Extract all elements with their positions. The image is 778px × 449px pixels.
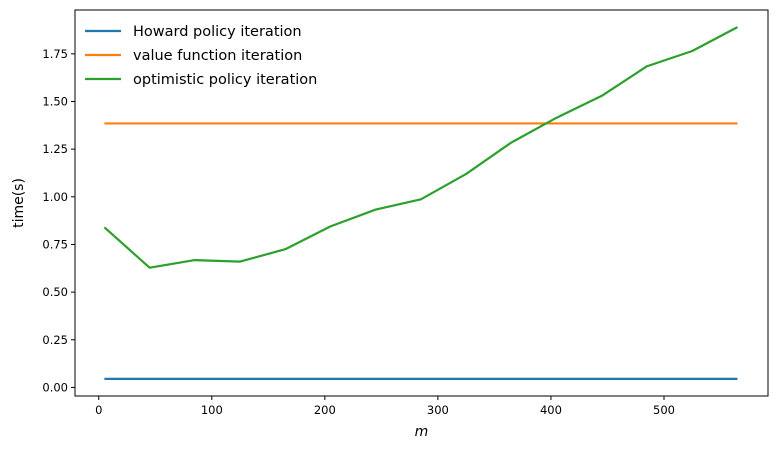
- x-axis-ticks: 0 100 200 300 400 500: [95, 396, 675, 417]
- y-axis-label: time(s): [11, 178, 27, 228]
- plot-frame: [74, 9, 769, 397]
- x-tick-label: 200: [314, 403, 336, 417]
- x-tick-label: 100: [201, 403, 223, 417]
- y-tick-label: 0.75: [42, 237, 68, 251]
- x-tick-label: 300: [427, 403, 449, 417]
- y-tick-label: 0.25: [42, 333, 68, 347]
- legend-label-1: value function iteration: [133, 48, 302, 64]
- y-tick-label: 0.50: [42, 285, 68, 299]
- x-tick-label: 0: [95, 403, 102, 417]
- x-tick-label: 500: [653, 403, 675, 417]
- y-tick-label: 1.00: [42, 190, 68, 204]
- series-line-2: [103, 26, 738, 269]
- legend-label-2: optimistic policy iteration: [133, 72, 317, 88]
- y-axis-ticks: 0.00 0.25 0.50 0.75 1.00 1.25 1.50 1.75: [42, 47, 75, 394]
- y-tick-label: 1.50: [42, 94, 68, 108]
- legend: Howard policy iteration value function it…: [85, 24, 317, 88]
- x-tick-label: 400: [540, 403, 562, 417]
- y-tick-label: 1.25: [42, 142, 68, 156]
- y-tick-label: 0.00: [42, 380, 68, 394]
- y-tick-label: 1.75: [42, 47, 68, 61]
- legend-label-0: Howard policy iteration: [133, 24, 302, 40]
- x-axis-label: m: [415, 424, 429, 440]
- series-layer: [103, 26, 738, 380]
